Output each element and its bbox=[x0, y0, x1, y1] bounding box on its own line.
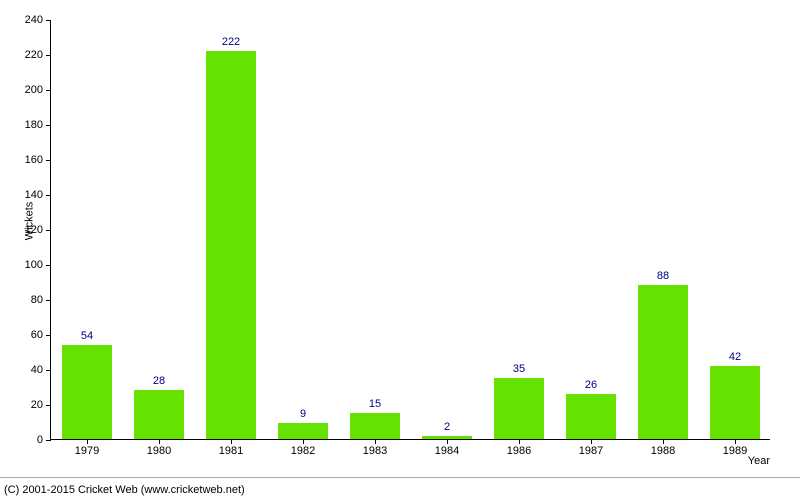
bar bbox=[638, 285, 688, 439]
bar bbox=[62, 345, 112, 440]
bar bbox=[278, 423, 328, 439]
y-tick bbox=[46, 55, 51, 56]
separator-line bbox=[0, 477, 800, 478]
bar bbox=[206, 51, 256, 440]
y-tick-label: 140 bbox=[25, 189, 43, 201]
x-tick bbox=[447, 439, 448, 444]
y-tick bbox=[46, 300, 51, 301]
x-tick bbox=[231, 439, 232, 444]
y-tick-label: 200 bbox=[25, 84, 43, 96]
y-tick bbox=[46, 20, 51, 21]
x-axis-label: Year bbox=[748, 455, 770, 467]
bar bbox=[350, 413, 400, 439]
y-tick bbox=[46, 370, 51, 371]
bar-value-label: 26 bbox=[585, 379, 597, 391]
x-tick-label: 1982 bbox=[291, 445, 315, 457]
y-tick-label: 220 bbox=[25, 49, 43, 61]
y-tick bbox=[46, 265, 51, 266]
x-tick bbox=[591, 439, 592, 444]
bar-value-label: 15 bbox=[369, 398, 381, 410]
bar bbox=[494, 378, 544, 439]
y-tick-label: 60 bbox=[31, 329, 43, 341]
y-tick bbox=[46, 160, 51, 161]
y-tick-label: 20 bbox=[31, 399, 43, 411]
x-tick-label: 1987 bbox=[579, 445, 603, 457]
bar-value-label: 9 bbox=[300, 408, 306, 420]
bar-value-label: 42 bbox=[729, 351, 741, 363]
bar bbox=[710, 366, 760, 440]
x-tick-label: 1983 bbox=[363, 445, 387, 457]
x-tick-label: 1984 bbox=[435, 445, 459, 457]
y-tick bbox=[46, 440, 51, 441]
y-tick-label: 0 bbox=[37, 434, 43, 446]
x-tick bbox=[375, 439, 376, 444]
y-tick-label: 160 bbox=[25, 154, 43, 166]
x-tick bbox=[87, 439, 88, 444]
copyright-text: (C) 2001-2015 Cricket Web (www.cricketwe… bbox=[4, 484, 245, 496]
bar-value-label: 28 bbox=[153, 375, 165, 387]
x-tick bbox=[735, 439, 736, 444]
y-tick-label: 180 bbox=[25, 119, 43, 131]
y-tick-label: 240 bbox=[25, 14, 43, 26]
x-tick-label: 1979 bbox=[75, 445, 99, 457]
y-tick bbox=[46, 125, 51, 126]
x-tick-label: 1986 bbox=[507, 445, 531, 457]
x-tick-label: 1980 bbox=[147, 445, 171, 457]
x-tick-label: 1989 bbox=[723, 445, 747, 457]
x-tick bbox=[663, 439, 664, 444]
chart-area: 0204060801001201401601802002202405419792… bbox=[50, 20, 770, 440]
bar-value-label: 88 bbox=[657, 270, 669, 282]
x-tick bbox=[159, 439, 160, 444]
y-tick bbox=[46, 335, 51, 336]
y-tick bbox=[46, 230, 51, 231]
x-tick bbox=[303, 439, 304, 444]
x-tick-label: 1988 bbox=[651, 445, 675, 457]
bar-value-label: 222 bbox=[222, 36, 240, 48]
y-tick-label: 40 bbox=[31, 364, 43, 376]
y-tick bbox=[46, 405, 51, 406]
y-tick bbox=[46, 90, 51, 91]
bar-value-label: 54 bbox=[81, 330, 93, 342]
y-tick bbox=[46, 195, 51, 196]
y-tick-label: 80 bbox=[31, 294, 43, 306]
bar-value-label: 35 bbox=[513, 363, 525, 375]
y-axis-label: Wickets bbox=[23, 202, 35, 241]
bar bbox=[134, 390, 184, 439]
x-tick-label: 1981 bbox=[219, 445, 243, 457]
x-tick bbox=[519, 439, 520, 444]
y-tick-label: 100 bbox=[25, 259, 43, 271]
bar-value-label: 2 bbox=[444, 421, 450, 433]
bar bbox=[566, 394, 616, 440]
